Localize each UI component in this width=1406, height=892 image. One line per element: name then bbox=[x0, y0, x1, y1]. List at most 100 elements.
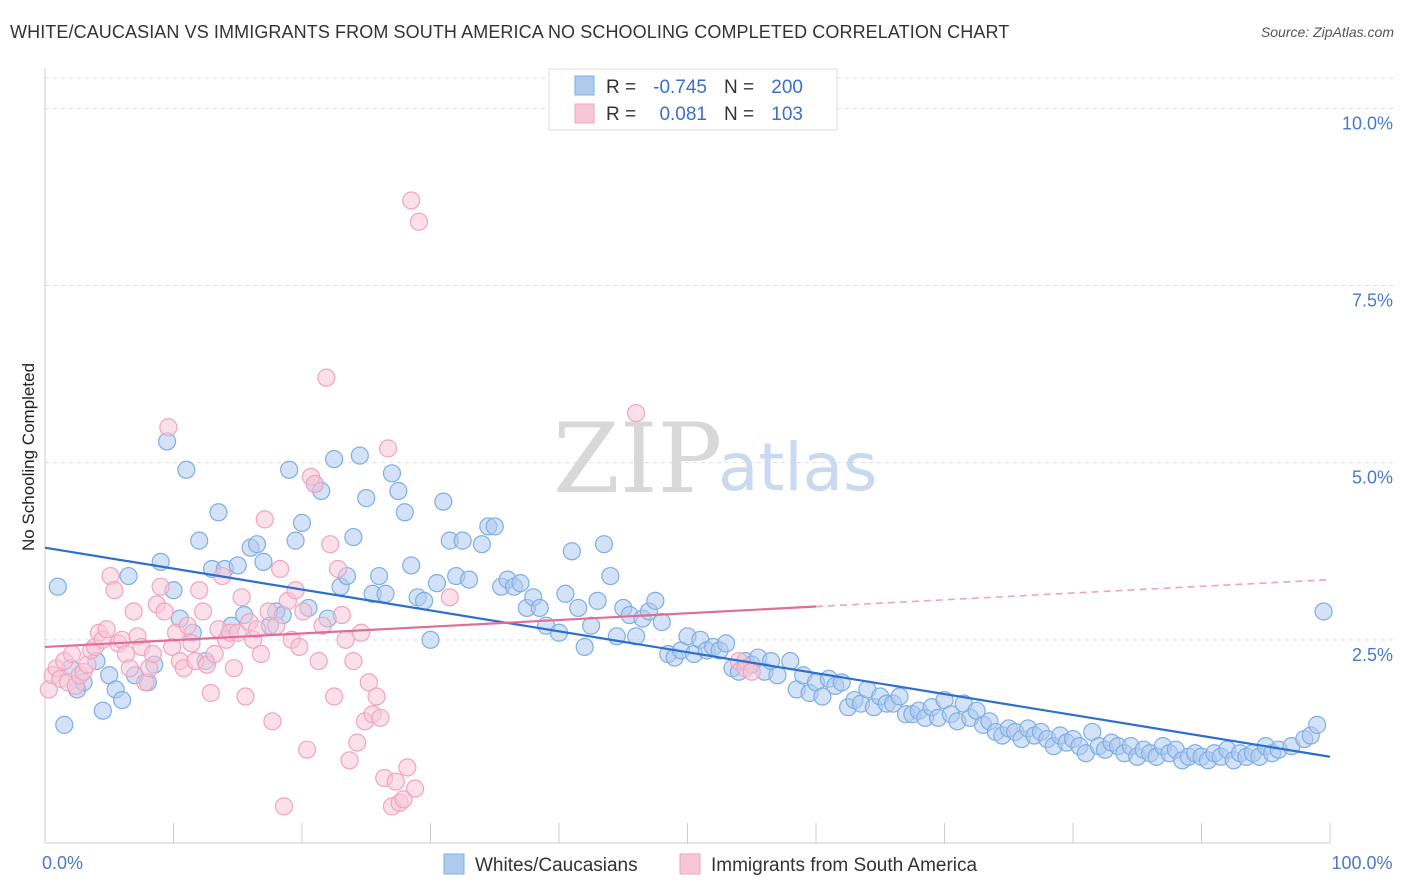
legend-label-immigrants: Immigrants from South America bbox=[711, 855, 978, 876]
point-s1-17 bbox=[105, 581, 124, 600]
point-s1-56 bbox=[255, 510, 274, 529]
point-s1-90 bbox=[386, 772, 405, 791]
stats-legend: R = -0.745 N = 200 R = 0.081 N = 103 bbox=[548, 68, 838, 131]
point-s1-40 bbox=[193, 602, 213, 621]
stats-r-label-whites: R = bbox=[606, 77, 636, 98]
trend-line-whites bbox=[44, 546, 1331, 758]
point-s1-83 bbox=[359, 673, 378, 692]
point-s0-79 bbox=[582, 616, 601, 635]
point-s0-108 bbox=[768, 666, 787, 685]
point-s0-52 bbox=[395, 503, 414, 522]
watermark-atlas: atlas bbox=[718, 429, 878, 506]
stats-r-value-immigrants: 0.081 bbox=[659, 104, 707, 125]
point-s1-37 bbox=[182, 634, 201, 653]
point-s1-29 bbox=[151, 577, 170, 596]
point-s1-80 bbox=[348, 733, 367, 752]
stats-swatch-whites bbox=[574, 75, 595, 96]
point-s0-34 bbox=[280, 460, 299, 479]
point-s0-114 bbox=[813, 687, 832, 706]
point-s0-51 bbox=[389, 481, 408, 501]
point-s1-66 bbox=[294, 602, 313, 621]
point-s0-77 bbox=[569, 598, 588, 618]
trend-lines bbox=[44, 546, 1331, 758]
stats-n-label-whites: N = bbox=[724, 77, 754, 98]
point-s0-29 bbox=[247, 535, 267, 554]
y-tick-label-2: 7.5% bbox=[1352, 291, 1393, 311]
point-s1-15 bbox=[97, 620, 116, 639]
point-s1-72 bbox=[317, 368, 336, 387]
x-tick-labels: 0.0% 100.0% bbox=[42, 853, 1393, 873]
point-s1-30 bbox=[155, 602, 174, 621]
point-s1-74 bbox=[325, 687, 344, 706]
point-s1-61 bbox=[274, 797, 294, 816]
trend-line-immigrants-extension bbox=[815, 578, 1331, 608]
point-s0-48 bbox=[370, 566, 389, 586]
point-s1-6 bbox=[62, 644, 82, 664]
point-s0-58 bbox=[434, 492, 453, 511]
point-s1-65 bbox=[290, 637, 309, 657]
y-tick-label-3: 10.0% bbox=[1342, 113, 1393, 133]
point-s1-86 bbox=[371, 708, 390, 727]
point-s1-78 bbox=[340, 751, 359, 770]
point-s0-65 bbox=[485, 517, 504, 536]
x-tick-label-0: 0.0% bbox=[42, 853, 83, 873]
point-s1-21 bbox=[120, 659, 139, 678]
point-s0-57 bbox=[427, 574, 447, 593]
point-s0-36 bbox=[292, 513, 312, 533]
point-s1-88 bbox=[378, 439, 398, 458]
point-s1-96 bbox=[409, 212, 429, 231]
stats-r-label-immigrants: R = bbox=[606, 104, 636, 125]
point-s0-63 bbox=[472, 535, 491, 554]
point-s0-100 bbox=[716, 634, 736, 653]
point-s0-126 bbox=[890, 687, 909, 706]
point-s0-62 bbox=[459, 570, 479, 589]
point-s1-94 bbox=[402, 191, 421, 210]
y-tick-label-1: 5.0% bbox=[1352, 468, 1393, 488]
point-s1-69 bbox=[305, 474, 324, 494]
point-s1-101 bbox=[742, 662, 761, 681]
stats-n-value-whites: 200 bbox=[771, 77, 803, 98]
point-s0-0 bbox=[48, 577, 67, 596]
point-s1-77 bbox=[336, 630, 355, 649]
point-s0-189 bbox=[1308, 715, 1327, 734]
stats-n-value-immigrants: 103 bbox=[771, 104, 803, 125]
y-tick-labels: 2.5% 5.0% 7.5% 10.0% bbox=[1342, 113, 1393, 664]
point-s1-48 bbox=[224, 659, 243, 678]
point-s0-89 bbox=[646, 591, 665, 610]
point-s0-50 bbox=[382, 464, 402, 483]
point-s1-92 bbox=[394, 790, 413, 809]
point-s1-31 bbox=[159, 418, 178, 437]
point-s0-9 bbox=[112, 690, 132, 710]
point-s1-57 bbox=[259, 602, 278, 621]
y-axis-label: No Schooling Completed bbox=[19, 363, 38, 551]
point-s0-18 bbox=[177, 460, 196, 479]
point-s0-46 bbox=[357, 489, 376, 508]
x-tick-marks bbox=[173, 823, 1331, 843]
y-tick-label-0: 2.5% bbox=[1352, 645, 1393, 665]
point-s0-81 bbox=[594, 535, 614, 554]
stats-n-label-immigrants: N = bbox=[724, 104, 754, 125]
point-s0-26 bbox=[228, 556, 247, 575]
point-s0-90 bbox=[652, 613, 671, 632]
point-s1-76 bbox=[332, 605, 351, 625]
point-s1-27 bbox=[143, 644, 163, 664]
point-s0-61 bbox=[453, 531, 472, 550]
point-s1-70 bbox=[309, 651, 328, 671]
point-s1-39 bbox=[190, 581, 209, 600]
point-s1-54 bbox=[247, 620, 267, 639]
point-s1-58 bbox=[263, 712, 282, 731]
point-s1-98 bbox=[626, 403, 646, 423]
point-s0-30 bbox=[254, 552, 273, 571]
point-s1-42 bbox=[201, 683, 220, 703]
point-s0-72 bbox=[530, 598, 549, 618]
stats-swatch-immigrants bbox=[574, 103, 595, 124]
legend-label-whites: Whites/Caucasians bbox=[475, 855, 638, 876]
point-s0-45 bbox=[350, 446, 369, 465]
bottom-legend: Whites/Caucasians Immigrants from South … bbox=[443, 853, 978, 876]
point-s1-97 bbox=[440, 588, 459, 607]
point-s0-44 bbox=[344, 527, 363, 547]
point-s0-1 bbox=[55, 715, 74, 734]
point-s0-53 bbox=[402, 556, 421, 575]
point-s0-10 bbox=[119, 566, 138, 586]
